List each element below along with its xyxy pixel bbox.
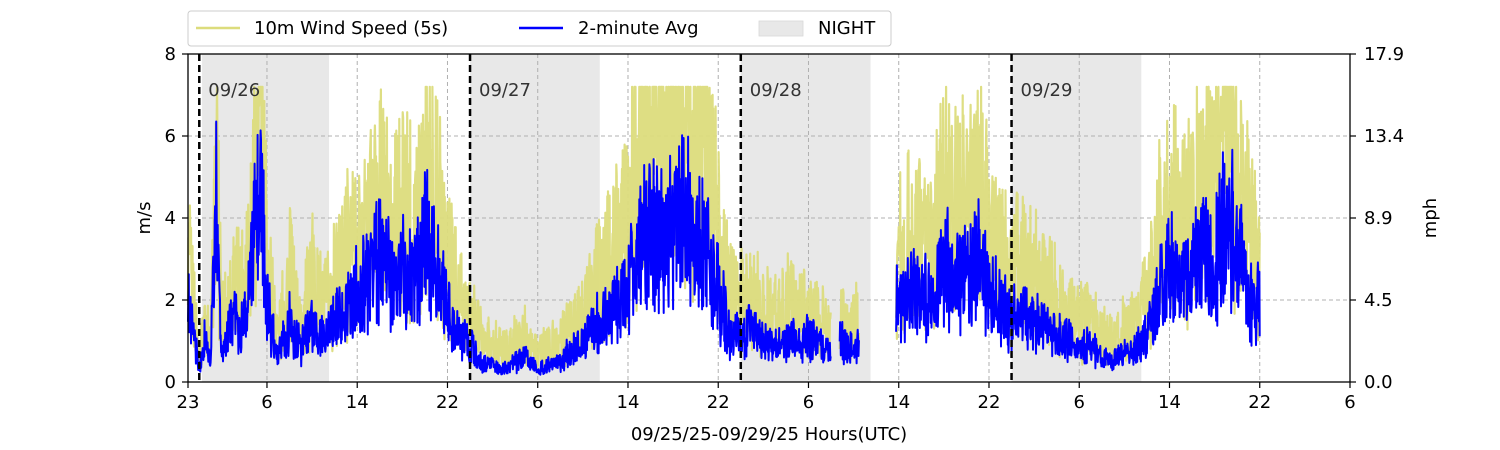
y-right-tick-label-4: 17.9 [1364,44,1404,65]
y-right-tick-label-2: 8.9 [1364,208,1393,229]
series-line-wind-speed-1 [838,281,860,361]
y-right-tick-label-0: 0.0 [1364,372,1393,393]
y-left-tick-label-1: 2 [165,290,176,311]
series-line-2min-avg-1 [838,320,860,366]
legend: 10m Wind Speed (5s) 2-minute Avg NIGHT [187,10,892,47]
y-left-tick-label-0: 0 [165,372,176,393]
y-left-tick-label-3: 6 [165,126,176,147]
x-tick-label-6: 22 [707,392,730,413]
legend-label-wind-speed: 10m Wind Speed (5s) [254,18,448,39]
x-tick-label-8: 14 [887,392,910,413]
x-tick-label-7: 6 [803,392,814,413]
y-axis-left: 0 2 4 6 8 [165,44,188,393]
x-tick-label-11: 14 [1158,392,1181,413]
y-right-tick-label-1: 4.5 [1364,290,1393,311]
day-marker-layer: 09/26 09/27 09/28 09/29 [198,54,1073,382]
series-line-wind-speed-2 [895,85,1261,367]
legend-label-2min-avg: 2-minute Avg [578,18,699,39]
legend-swatch-night [758,20,804,37]
series-line-wind-speed-0 [186,85,832,373]
x-tick-label-9: 22 [978,392,1001,413]
x-tick-label-2: 14 [346,392,369,413]
x-tick-label-10: 6 [1074,392,1085,413]
day-label-0: 09/26 [208,80,260,101]
x-tick-label-0: 23 [177,392,200,413]
series-line-2min-avg-2 [895,148,1261,372]
x-tick-label-4: 6 [532,392,543,413]
x-tick-label-13: 6 [1344,392,1355,413]
day-label-1: 09/27 [479,80,531,101]
x-tick-label-12: 22 [1248,392,1271,413]
day-label-2: 09/28 [750,80,802,101]
y-left-tick-label-2: 4 [165,208,176,229]
x-tick-label-1: 6 [261,392,272,413]
series-layer [186,85,1261,376]
y-axis-right: 0.0 4.5 8.9 13.4 17.9 [1350,44,1404,393]
legend-label-night: NIGHT [818,18,876,39]
day-label-3: 09/29 [1021,80,1073,101]
x-axis-label: 09/25/25-09/29/25 Hours(UTC) [631,424,907,445]
y-left-tick-label-4: 8 [165,44,176,65]
series-line-2min-avg-0 [187,120,832,376]
y-axis-left-label: m/s [134,202,155,235]
y-axis-right-label: mph [1420,198,1441,238]
x-axis: 23 6 14 22 6 14 22 6 14 22 6 14 22 6 [177,382,1356,413]
x-tick-label-5: 14 [617,392,640,413]
y-right-tick-label-3: 13.4 [1364,126,1404,147]
x-tick-label-3: 22 [436,392,459,413]
